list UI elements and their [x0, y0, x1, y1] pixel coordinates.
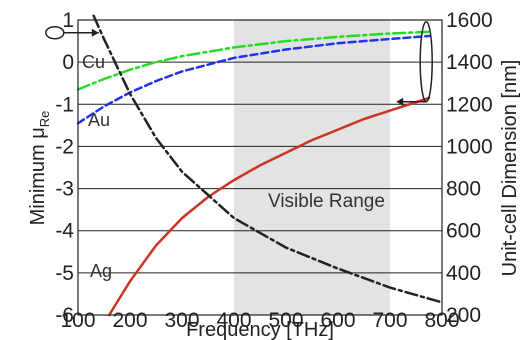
x-tick-label: 400	[216, 309, 251, 332]
y-left-tick-label: -4	[55, 220, 74, 243]
series-layer	[76, 14, 444, 317]
x-axis-label: Frequency [THz]	[186, 319, 334, 340]
arrowhead-left	[396, 97, 404, 106]
y-left-tick-label: -5	[55, 262, 74, 285]
y-left-axis-label-sub: Re	[37, 111, 52, 128]
y-left-axis-label-main: Minimum μ	[27, 127, 49, 225]
x-tick-label: 300	[164, 309, 199, 332]
y-right-tick-label: 400	[446, 262, 481, 285]
y-right-tick-label: 600	[446, 220, 481, 243]
x-tick-label: 200	[112, 309, 147, 332]
y-left-tick-label: -2	[55, 135, 74, 158]
x-tick-label: 500	[268, 309, 303, 332]
y-left-tick-label: -3	[55, 178, 74, 201]
series-label-cu: Cu	[82, 52, 105, 72]
tick-labels: 100 200 300 400 500 600 700 800-6-5-4-3-2-10120…	[55, 9, 492, 332]
x-tick-label: 100	[60, 309, 95, 332]
y-right-tick-label: 200	[446, 304, 481, 327]
y-left-axis-label: Minimum μRe	[27, 111, 52, 226]
plot-frame	[77, 19, 443, 316]
y-right-tick-label: 1200	[446, 93, 493, 116]
y-right-tick-label: 800	[446, 178, 481, 201]
y-left-tick-label: 0	[62, 51, 74, 74]
y-right-tick-label: 1600	[446, 9, 493, 32]
y-right-tick-label: 1000	[446, 135, 493, 158]
series-line-au	[76, 34, 431, 125]
ellipse-marker-left	[45, 26, 65, 40]
arrowhead-right	[91, 28, 99, 37]
y-left-tick-label: -6	[55, 304, 74, 327]
series-line-ag	[107, 96, 431, 317]
visible-range-band	[234, 20, 390, 315]
y-right-axis-label: Unit-cell Dimension [nm]	[499, 60, 521, 277]
x-tick-label: 600	[320, 309, 355, 332]
y-right-tick-label: 1400	[446, 51, 493, 74]
series-line-unit-cell-dimension	[92, 14, 444, 304]
series-label-au: Au	[88, 110, 110, 130]
y-left-tick-label: -1	[55, 93, 74, 116]
visible-range-label: Visible Range	[268, 191, 385, 212]
visible-range-shading-layer	[234, 20, 390, 315]
x-tick-label: 800	[424, 309, 459, 332]
series-label-ag: Ag	[90, 261, 112, 281]
series-line-cu	[76, 30, 431, 91]
x-tick-label: 700	[372, 309, 407, 332]
y-left-tick-label: 1	[62, 9, 74, 32]
annotations	[45, 20, 433, 106]
